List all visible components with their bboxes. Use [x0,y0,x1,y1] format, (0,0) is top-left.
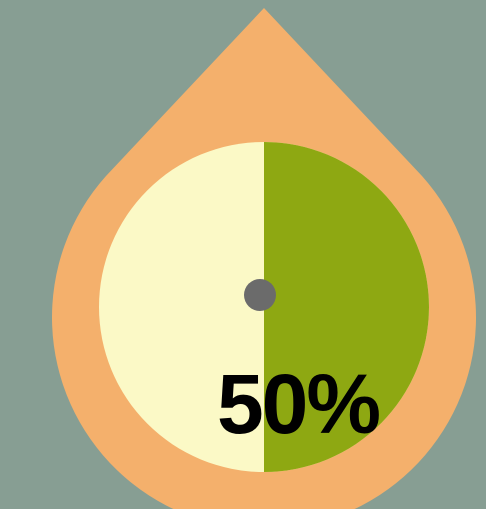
pivot-dot-icon [244,279,276,311]
dial-progress-fill [264,142,429,472]
percent-label: 50% [217,357,379,451]
